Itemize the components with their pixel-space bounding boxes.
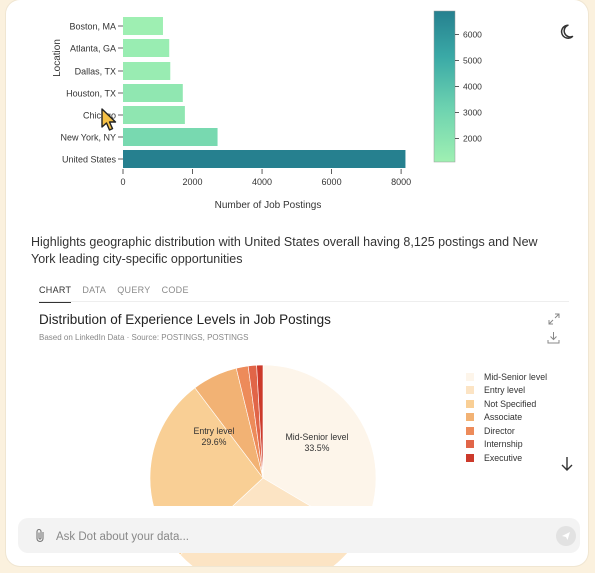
y-axis-label: Location <box>52 39 63 77</box>
legend-swatch <box>466 386 474 395</box>
paperclip-icon[interactable] <box>34 528 46 543</box>
chart-caption: Highlights geographic distribution with … <box>31 235 538 266</box>
download-icon[interactable] <box>547 331 560 344</box>
colorbar-tick-label: 4000 <box>463 82 482 92</box>
expand-icon[interactable] <box>548 313 560 325</box>
chart-title: Distribution of Experience Levels in Job… <box>39 312 331 327</box>
moon-icon[interactable] <box>559 22 579 42</box>
x-axis-label: Number of Job Postings <box>215 200 322 211</box>
legend-item[interactable]: Associate <box>466 411 547 425</box>
bar-new-york-ny[interactable] <box>123 128 218 146</box>
legend-item[interactable]: Entry level <box>466 384 547 398</box>
tab-chart[interactable]: CHART <box>39 284 72 303</box>
ask-input[interactable] <box>54 526 538 547</box>
pie-cutoff <box>6 506 588 518</box>
legend-item[interactable]: Director <box>466 424 547 438</box>
bar-chicago[interactable] <box>123 106 185 124</box>
y-tick-label: Boston, MA <box>69 22 116 32</box>
x-tick-label: 4000 <box>252 177 272 187</box>
legend-item[interactable]: Internship <box>466 438 547 452</box>
pie-legend: Mid-Senior level Entry level Not Specified… <box>466 370 547 465</box>
y-tick-label: Dallas, TX <box>75 67 116 77</box>
pie-label-name: Entry level <box>193 426 234 436</box>
view-tabs: CHART DATA QUERY CODE <box>39 284 200 303</box>
legend-swatch <box>466 399 474 408</box>
bar-chart: Boston, MA Atlanta, GA Dallas, TX Houston, … <box>52 10 482 211</box>
colorbar-tick-label: 6000 <box>463 29 482 39</box>
mouse-cursor-icon <box>101 108 117 131</box>
legend-label: Executive <box>484 452 523 463</box>
legend-item[interactable]: Mid-Senior level <box>466 370 547 384</box>
legend-label: Entry level <box>484 385 526 396</box>
legend-label: Mid-Senior level <box>484 371 548 382</box>
y-tick-label: Houston, TX <box>66 89 116 99</box>
pie-label-name: Mid-Senior level <box>285 432 348 442</box>
y-tick-label: New York, NY <box>60 133 116 143</box>
bar-houston-tx[interactable] <box>123 84 183 102</box>
bar-atlanta-ga[interactable] <box>123 39 170 57</box>
bar-united-states[interactable] <box>123 150 406 168</box>
legend-label: Internship <box>484 439 523 450</box>
legend-label: Associate <box>484 412 523 423</box>
x-tick-label: 2000 <box>183 177 203 187</box>
legend-swatch <box>466 440 474 449</box>
legend-swatch <box>466 372 474 381</box>
bar-dallas-tx[interactable] <box>123 62 171 80</box>
chat-panel: Boston, MA Atlanta, GA Dallas, TX Houston, … <box>6 0 588 566</box>
send-button[interactable] <box>556 526 576 546</box>
colorbar-tick-label: 5000 <box>463 55 482 65</box>
chart-subtitle: Based on LinkedIn Data · Source: POSTING… <box>39 333 249 342</box>
colorbar-tick-label: 2000 <box>463 134 482 144</box>
y-tick-label: Atlanta, GA <box>70 44 116 54</box>
tab-code[interactable]: CODE <box>161 285 189 295</box>
arrow-down-icon[interactable] <box>560 456 574 472</box>
legend-swatch <box>466 413 474 422</box>
colorbar-tick-label: 3000 <box>463 108 482 118</box>
legend-label: Director <box>484 425 515 436</box>
legend-swatch <box>466 453 474 462</box>
legend-item[interactable]: Not Specified <box>466 397 547 411</box>
y-tick-label: United States <box>62 155 117 165</box>
x-tick-label: 6000 <box>322 177 342 187</box>
bar-boston-ma[interactable] <box>123 17 163 35</box>
chat-input-bar <box>18 518 580 553</box>
legend-label: Not Specified <box>484 398 537 409</box>
pie-label-pct: 33.5% <box>305 443 330 453</box>
legend-item[interactable]: Executive <box>466 451 547 465</box>
x-tick-label: 0 <box>120 177 125 187</box>
pie-label-pct: 29.6% <box>202 437 227 447</box>
pie-slice-executive[interactable] <box>256 364 264 479</box>
legend-swatch <box>466 426 474 435</box>
x-tick-label: 8000 <box>391 177 411 187</box>
tab-query[interactable]: QUERY <box>117 285 151 295</box>
tab-data[interactable]: DATA <box>82 285 107 295</box>
send-icon <box>562 532 570 540</box>
y-tick-label: Chicago <box>83 111 116 121</box>
tabs-divider <box>39 301 569 302</box>
